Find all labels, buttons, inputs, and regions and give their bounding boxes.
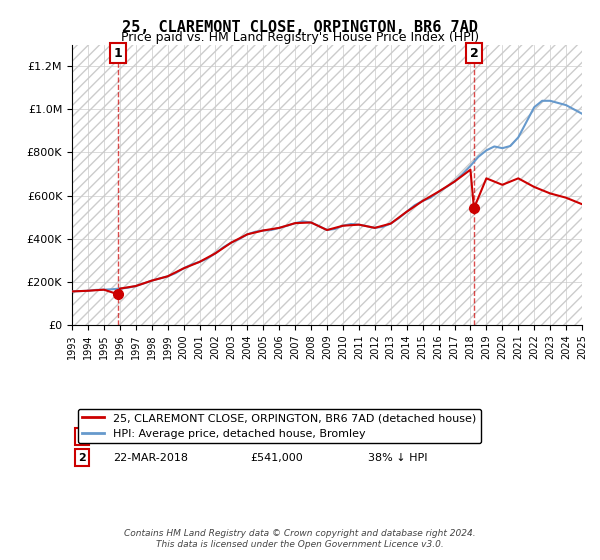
- Text: 22-MAR-2018: 22-MAR-2018: [113, 453, 188, 463]
- Text: 1: 1: [113, 46, 122, 60]
- Text: £142,000: £142,000: [251, 432, 304, 442]
- Text: Price paid vs. HM Land Registry's House Price Index (HPI): Price paid vs. HM Land Registry's House …: [121, 31, 479, 44]
- Legend: 25, CLAREMONT CLOSE, ORPINGTON, BR6 7AD (detached house), HPI: Average price, de: 25, CLAREMONT CLOSE, ORPINGTON, BR6 7AD …: [77, 409, 481, 443]
- Text: 15-NOV-1995: 15-NOV-1995: [113, 432, 187, 442]
- Text: 2: 2: [470, 46, 478, 60]
- Text: £541,000: £541,000: [251, 453, 303, 463]
- Text: 38% ↓ HPI: 38% ↓ HPI: [368, 453, 427, 463]
- Text: 1: 1: [79, 432, 86, 442]
- Text: 2: 2: [79, 453, 86, 463]
- Text: 16% ↓ HPI: 16% ↓ HPI: [368, 432, 427, 442]
- Text: 25, CLAREMONT CLOSE, ORPINGTON, BR6 7AD: 25, CLAREMONT CLOSE, ORPINGTON, BR6 7AD: [122, 20, 478, 35]
- Text: Contains HM Land Registry data © Crown copyright and database right 2024.
This d: Contains HM Land Registry data © Crown c…: [124, 529, 476, 549]
